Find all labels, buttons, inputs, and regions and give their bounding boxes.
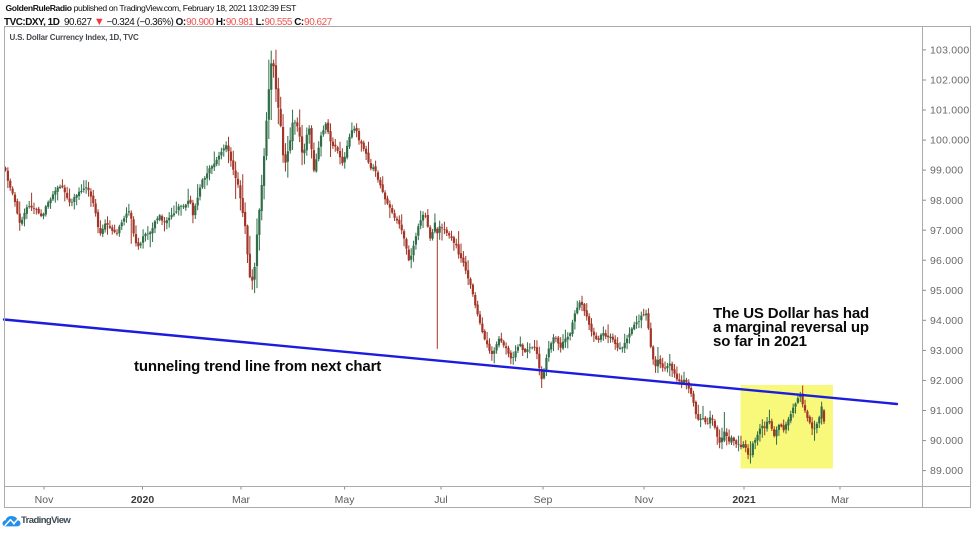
svg-text:Mar: Mar	[232, 494, 251, 506]
svg-text:May: May	[335, 494, 356, 506]
svg-text:95.000: 95.000	[930, 285, 963, 297]
svg-text:89.000: 89.000	[930, 465, 963, 477]
svg-text:102.000: 102.000	[930, 75, 969, 87]
svg-text:103.000: 103.000	[930, 45, 969, 57]
svg-text:93.000: 93.000	[930, 345, 963, 357]
svg-text:2020: 2020	[131, 494, 155, 506]
svg-text:94.000: 94.000	[930, 315, 963, 327]
svg-text:97.000: 97.000	[930, 225, 963, 237]
svg-text:90.000: 90.000	[930, 435, 963, 447]
svg-text:Mar: Mar	[831, 494, 850, 506]
svg-text:Nov: Nov	[635, 494, 654, 506]
svg-text:Nov: Nov	[35, 494, 54, 506]
svg-text:2021: 2021	[732, 494, 756, 506]
svg-text:96.000: 96.000	[930, 255, 963, 267]
svg-text:Jul: Jul	[434, 494, 447, 506]
svg-text:91.000: 91.000	[930, 405, 963, 417]
svg-text:98.000: 98.000	[930, 195, 963, 207]
svg-text:101.000: 101.000	[930, 105, 969, 117]
svg-text:Sep: Sep	[534, 494, 553, 506]
svg-text:92.000: 92.000	[930, 375, 963, 387]
svg-text:99.000: 99.000	[930, 165, 963, 177]
svg-text:100.000: 100.000	[930, 135, 969, 147]
